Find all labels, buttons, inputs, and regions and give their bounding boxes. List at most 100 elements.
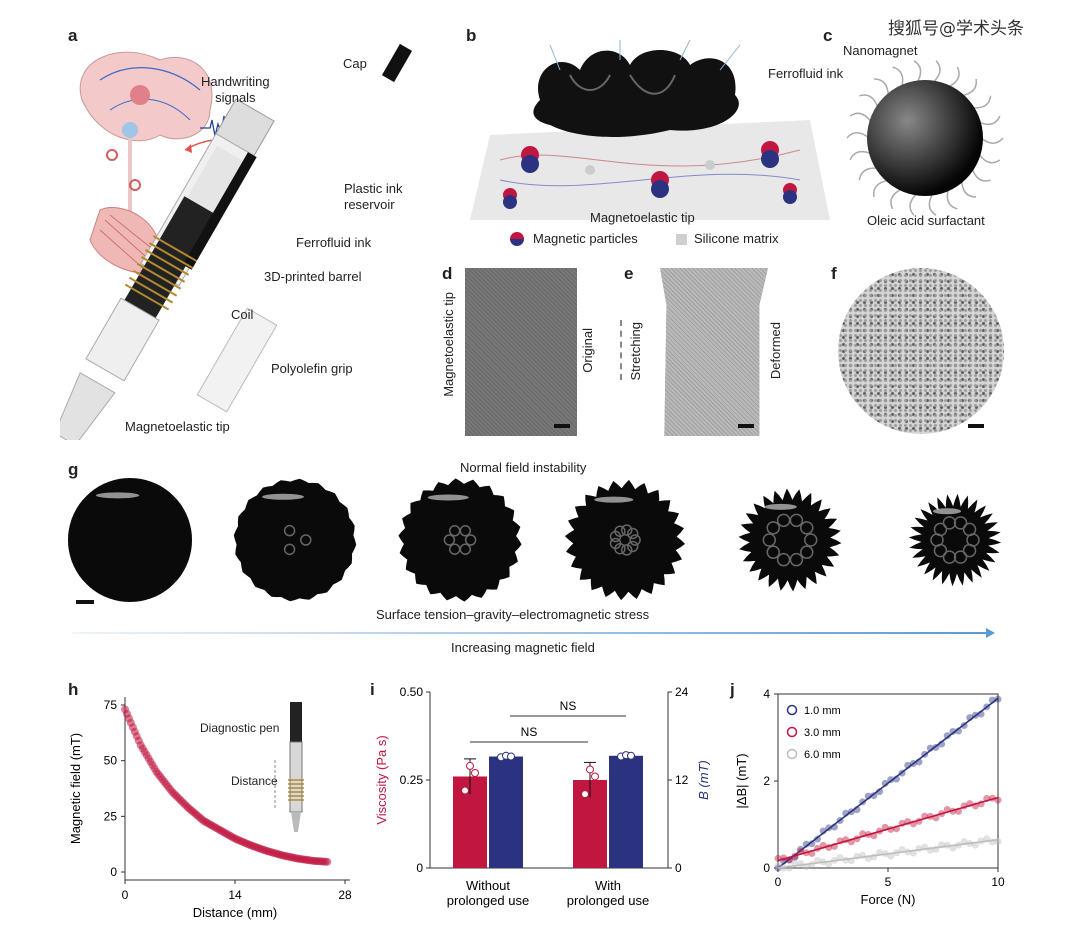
panel-h-distance-label: Distance [231,774,278,788]
panel-c-nanomagnet [846,60,1004,216]
j-ylabel: |ΔB| (mT) [734,753,749,808]
blob-spike [614,525,626,538]
h-ytick-label: 25 [104,809,118,823]
h-data-point [323,857,332,866]
surfactant-tail [892,66,904,88]
j-ytick-label: 2 [763,774,770,788]
h-xlabel: Distance (mm) [193,905,278,920]
i-ytick-right-label: 12 [675,773,689,787]
panel-b-illustration [470,40,830,220]
panel-b-matrix-label: Silicone matrix [694,231,779,246]
blob-spike [300,534,312,546]
j-ytick-label: 0 [763,861,770,875]
panel-e-deformed-label: Deformed [768,322,783,380]
j-fit-line [777,838,999,869]
surfactant-tail [972,95,992,109]
blob-spike [766,521,781,535]
i-bar [489,756,523,868]
blob-highlight-1 [95,492,140,499]
panel-b-letter: b [466,26,477,45]
blob-spike [629,534,641,546]
surfactant-tail [946,188,958,210]
j-data-point [870,853,878,861]
surfactant-tail [873,78,890,96]
j-legend-marker [786,704,798,716]
surfactant-tail [849,150,872,161]
panel-a-reservoir-label: Plastic ink reservoir [344,181,403,212]
panel-a-coil-label: Coil [231,307,254,322]
ferrofluid-blob-6 [908,493,1002,587]
panel-g-scalebar [76,600,94,604]
arrow-head-icon [986,628,995,638]
j-data-point [881,779,889,787]
h-ytick-label: 75 [104,698,118,712]
panel-f-letter: f [831,264,837,283]
surfactant-tail [913,60,922,83]
h-ylabel: Magnetic field (mT) [68,733,83,844]
panel-e-micrograph [660,268,768,436]
panel-g-top-label: Normal field instability [460,460,587,475]
panel-b-particles-label: Magnetic particles [533,231,638,246]
blob-spike [448,543,461,555]
magnetic-particle-icon [510,232,524,246]
h-ytick-label: 0 [110,865,117,879]
j-data-point [813,835,821,843]
j-legend-marker [786,748,798,760]
i-category-label: Without prolonged use [447,878,529,908]
blob-highlight-6 [933,508,961,515]
surfactant-tail [960,180,977,198]
j-data-point [808,840,816,848]
i-category-label: With prolonged use [567,878,649,908]
i-ylabel-right: B (mT) [696,760,710,800]
silicone-matrix-swatch [676,234,687,245]
panel-a-cap-label: Cap [343,56,367,71]
j-data-point [876,788,884,796]
panel-g-ferrofluid-row [68,478,1002,602]
increasing-field-arrow [72,632,988,634]
blob-spike [962,522,977,537]
j-xlabel: Force (N) [861,892,916,907]
panel-g-arrow-label: Increasing magnetic field [451,640,595,655]
i-ytick-left-label: 0.25 [400,773,424,787]
watermark: 搜狐号@学术头条 [888,19,1024,39]
j-xtick-label: 10 [991,875,1005,889]
h-diagnostic-pen-icon [288,702,304,832]
surfactant-tail [928,193,937,216]
surfactant-tail [980,137,1004,144]
j-data-point [943,732,951,740]
panel-j-chart: 0 2 4 0 5 10 Force (N) |ΔB| (mT) 1.0 mm 3.0 mm 6.0… [734,687,1005,907]
i-ylabel-left: Viscosity (Pa s) [374,735,389,824]
surfactant-tail [961,78,978,97]
surfactant-tail [971,168,991,182]
i-data-point [461,786,469,795]
panel-d-tip-label: Magnetoelastic tip [441,292,456,397]
i-ytick-right-label: 0 [675,861,682,875]
panel-b-ferrofluid-label: Ferrofluid ink [768,66,844,81]
panel-e-letter: e [624,264,634,283]
h-ytick-label: 50 [104,754,118,768]
i-data-point [466,761,474,770]
h-xtick-label: 28 [338,888,352,902]
ferrofluid-blob-4 [564,479,686,601]
i-ns-label: NS [521,725,538,739]
panel-i-chart: 0 0.25 0.50 0 12 24 Viscosity (Pa s) B (mT) With… [374,685,710,908]
panel-h-chart: 0 25 50 75 0 14 28 Distance (mm) Magnetic field … [68,697,352,920]
stretching-arrow-icon [620,320,624,380]
panel-e-stretching-label: Stretching [628,322,643,381]
i-ns-label: NS [560,699,577,713]
panel-g-bottom-label: Surface tension–gravity–electromagnetic … [376,607,650,622]
blob-spike [283,524,296,537]
blob-highlight-5 [764,503,797,510]
i-data-point [627,751,635,760]
j-xtick-label: 5 [885,875,892,889]
blob-spike [443,534,456,546]
blob-spike [799,521,814,535]
j-xtick-label: 0 [775,875,782,889]
blob-spike [609,537,622,550]
blob-spike [789,552,804,567]
blob-spike [799,545,814,559]
blob-spike [789,513,804,528]
i-ytick-left-label: 0 [416,861,423,875]
panel-d-scalebar [554,424,570,428]
surfactant-tail [849,112,872,123]
